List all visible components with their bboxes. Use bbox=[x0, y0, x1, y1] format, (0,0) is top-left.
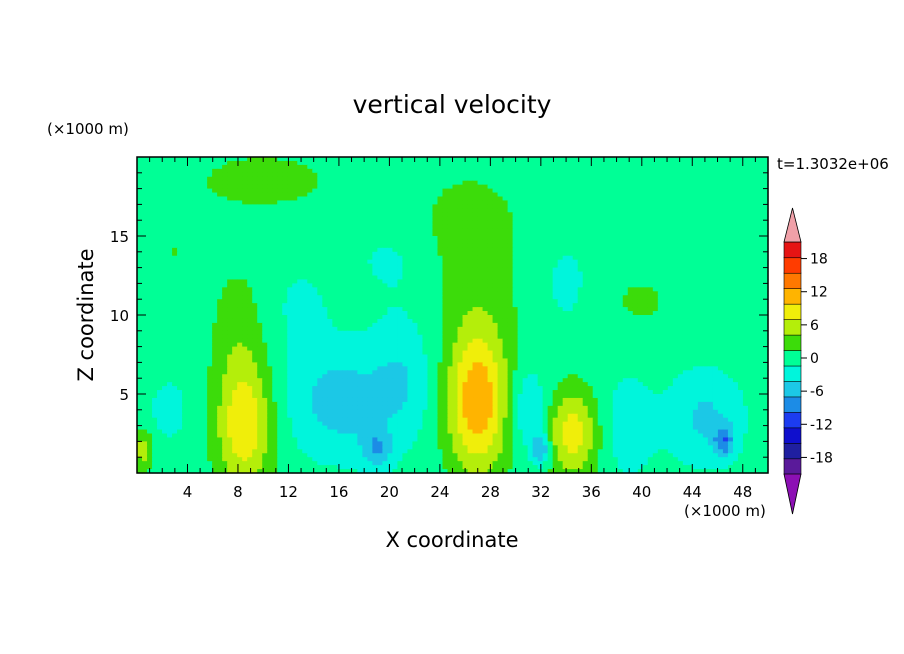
colorbar-swatch bbox=[783, 334, 802, 351]
x-tick-label: 16 bbox=[329, 483, 348, 501]
x-axis-unit: (×1000 m) bbox=[684, 502, 766, 520]
x-tick-label: 44 bbox=[683, 483, 702, 501]
colorbar-over-triangle bbox=[783, 207, 802, 243]
colorbar-swatch bbox=[783, 272, 802, 289]
x-tick-label: 40 bbox=[632, 483, 651, 501]
colorbar-tick-label: 18 bbox=[810, 252, 828, 268]
x-tick-label: 36 bbox=[582, 483, 601, 501]
y-tick-label: 15 bbox=[110, 228, 129, 246]
colorbar-swatch bbox=[783, 442, 802, 460]
colorbar-swatch bbox=[783, 380, 802, 398]
chart-title: vertical velocity bbox=[353, 90, 552, 119]
colorbar-tick-label: 12 bbox=[810, 285, 828, 301]
x-tick-label: 12 bbox=[279, 483, 298, 501]
time-label: t=1.3032e+06 bbox=[777, 155, 889, 173]
x-tick-label: 48 bbox=[733, 483, 752, 501]
velocity-contour-field bbox=[137, 157, 769, 474]
colorbar-swatch bbox=[783, 427, 802, 444]
colorbar: 18 12 6 0 -6 -12 -18 bbox=[783, 207, 833, 515]
x-tick-label: 20 bbox=[380, 483, 399, 501]
y-axis-ticks: 5 10 15 bbox=[110, 172, 768, 458]
x-axis-ticks: 4 8 12 16 20 24 28 32 36 40 44 48 bbox=[149, 157, 756, 501]
x-tick-label: 8 bbox=[233, 483, 243, 501]
colorbar-tick-label: 0 bbox=[810, 351, 819, 367]
y-axis-label: Z coordinate bbox=[74, 248, 98, 381]
colorbar-under-triangle bbox=[783, 473, 802, 515]
colorbar-swatch bbox=[783, 241, 802, 259]
colorbar-swatch bbox=[783, 349, 802, 367]
y-tick-label: 5 bbox=[119, 386, 129, 404]
x-tick-label: 32 bbox=[531, 483, 550, 501]
x-tick-label: 24 bbox=[430, 483, 449, 501]
colorbar-swatch bbox=[783, 257, 802, 274]
colorbar-swatch bbox=[783, 303, 802, 320]
colorbar-swatch bbox=[783, 319, 802, 336]
y-axis-unit: (×1000 m) bbox=[47, 120, 129, 138]
colorbar-swatch bbox=[783, 411, 802, 429]
x-tick-label: 28 bbox=[481, 483, 500, 501]
colorbar-tick-label: -6 bbox=[810, 384, 824, 400]
colorbar-swatch bbox=[783, 458, 802, 475]
colorbar-tick-label: -18 bbox=[810, 450, 833, 466]
colorbar-swatch bbox=[783, 288, 802, 305]
colorbar-tick-label: -12 bbox=[810, 417, 833, 433]
colorbar-tick-label: 6 bbox=[810, 318, 819, 334]
colorbar-swatch bbox=[783, 365, 802, 382]
y-tick-label: 10 bbox=[110, 307, 129, 325]
x-tick-label: 4 bbox=[183, 483, 193, 501]
x-axis-label: X coordinate bbox=[385, 528, 518, 552]
colorbar-swatch bbox=[783, 396, 802, 413]
